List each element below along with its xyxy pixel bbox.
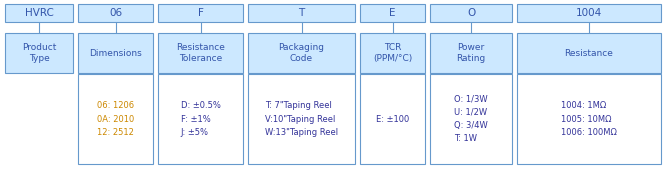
- Text: E: E: [389, 8, 396, 18]
- Text: Power
Rating: Power Rating: [456, 43, 486, 63]
- FancyBboxPatch shape: [517, 33, 661, 73]
- Text: Dimensions: Dimensions: [89, 49, 142, 57]
- FancyBboxPatch shape: [78, 4, 153, 22]
- Text: E: ±100: E: ±100: [376, 115, 409, 124]
- FancyBboxPatch shape: [248, 33, 355, 73]
- Text: F: F: [197, 8, 203, 18]
- FancyBboxPatch shape: [430, 74, 512, 164]
- FancyBboxPatch shape: [5, 4, 73, 22]
- FancyBboxPatch shape: [517, 4, 661, 22]
- Text: Resistance
Tolerance: Resistance Tolerance: [176, 43, 225, 63]
- Text: T: 7"Taping Reel
V:10"Taping Reel
W:13"Taping Reel: T: 7"Taping Reel V:10"Taping Reel W:13"T…: [265, 101, 338, 137]
- FancyBboxPatch shape: [78, 74, 153, 164]
- Text: T: T: [299, 8, 305, 18]
- FancyBboxPatch shape: [517, 74, 661, 164]
- Text: Packaging
Code: Packaging Code: [278, 43, 325, 63]
- FancyBboxPatch shape: [360, 74, 425, 164]
- FancyBboxPatch shape: [5, 33, 73, 73]
- FancyBboxPatch shape: [360, 4, 425, 22]
- FancyBboxPatch shape: [430, 33, 512, 73]
- Text: O: O: [467, 8, 475, 18]
- FancyBboxPatch shape: [158, 74, 243, 164]
- Text: 1004: 1MΩ
1005: 10MΩ
1006: 100MΩ: 1004: 1MΩ 1005: 10MΩ 1006: 100MΩ: [561, 101, 617, 137]
- Text: TCR
(PPM/°C): TCR (PPM/°C): [373, 43, 412, 63]
- Text: 06: 06: [109, 8, 122, 18]
- Text: Resistance: Resistance: [564, 49, 613, 57]
- FancyBboxPatch shape: [248, 74, 355, 164]
- Text: O: 1/3W
U: 1/2W
Q: 3/4W
T: 1W: O: 1/3W U: 1/2W Q: 3/4W T: 1W: [454, 95, 488, 143]
- Text: 1004: 1004: [576, 8, 602, 18]
- FancyBboxPatch shape: [78, 33, 153, 73]
- Text: HVRC: HVRC: [25, 8, 54, 18]
- FancyBboxPatch shape: [158, 33, 243, 73]
- FancyBboxPatch shape: [248, 4, 355, 22]
- FancyBboxPatch shape: [158, 4, 243, 22]
- Text: 06: 1206
0A: 2010
12: 2512: 06: 1206 0A: 2010 12: 2512: [97, 101, 134, 137]
- Text: D: ±0.5%
F: ±1%
J: ±5%: D: ±0.5% F: ±1% J: ±5%: [180, 101, 221, 137]
- FancyBboxPatch shape: [430, 4, 512, 22]
- FancyBboxPatch shape: [360, 33, 425, 73]
- Text: Product
Type: Product Type: [22, 43, 56, 63]
